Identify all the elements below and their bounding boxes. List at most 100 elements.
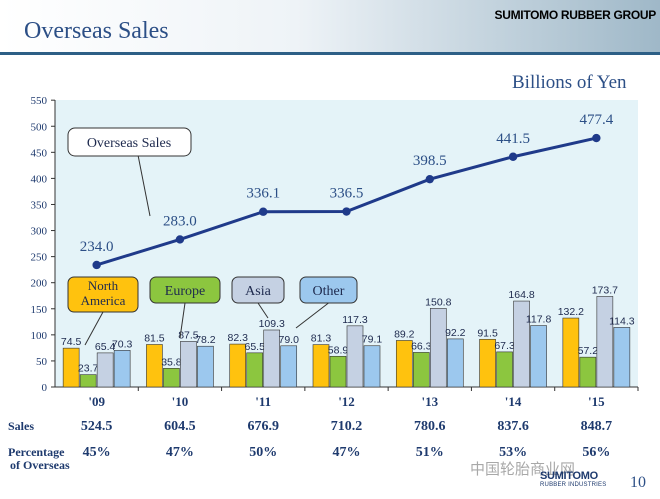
overseas-sales-point xyxy=(425,174,434,184)
other-value-label: 79.1 xyxy=(362,334,383,346)
legend-other-label: Other xyxy=(313,284,345,299)
header-divider xyxy=(0,52,660,55)
north-america-value-label: 132.2 xyxy=(558,306,584,318)
north-america-value-label: 91.5 xyxy=(477,327,498,339)
page-number: 10 xyxy=(630,474,646,491)
x-tick-label: '10 xyxy=(172,394,189,409)
legend-asia-pointer xyxy=(257,302,269,319)
y-tick-label: 50 xyxy=(36,356,48,368)
x-tick-label: '14 xyxy=(505,394,522,409)
y-tick-label: 400 xyxy=(31,173,48,185)
y-tick-label: 0 xyxy=(42,382,48,394)
sales-value: 710.2 xyxy=(330,419,363,434)
europe-bar xyxy=(79,374,97,388)
asia-bar xyxy=(513,300,530,388)
overseas-sales-value-label: 441.5 xyxy=(496,131,530,147)
percentage-row-label-line2: of Overseas xyxy=(10,458,70,472)
y-tick-label: 250 xyxy=(31,252,48,264)
percentage-value: 56% xyxy=(582,445,611,460)
sales-value: 604.5 xyxy=(164,419,196,434)
percentage-value: 53% xyxy=(499,445,528,460)
asia-value-label: 150.8 xyxy=(425,296,451,308)
europe-value-label: 35.8 xyxy=(161,356,182,368)
other-bar xyxy=(446,338,464,388)
europe-value-label: 66.3 xyxy=(411,340,432,352)
sales-value: 837.6 xyxy=(497,419,529,434)
europe-bar xyxy=(329,355,347,388)
other-bar xyxy=(113,350,131,388)
legend-north-america-label: North xyxy=(88,278,119,293)
asia-bar xyxy=(346,325,364,388)
asia-value-label: 109.3 xyxy=(259,318,285,330)
logo-line1: SUMITOMO xyxy=(540,470,598,482)
y-tick-label: 500 xyxy=(31,121,48,133)
legend-north-america-pointer xyxy=(84,311,104,346)
other-bar xyxy=(613,327,631,388)
europe-value-label: 65.5 xyxy=(244,341,265,353)
north-america-value-label: 82.3 xyxy=(227,332,248,344)
legend-asia-box xyxy=(231,276,285,304)
x-tick-label: '13 xyxy=(421,394,438,409)
percentage-row-label-line1: Percentage xyxy=(8,445,65,459)
percentage-value: 47% xyxy=(332,445,361,460)
unit-label: Billions of Yen xyxy=(512,72,627,93)
sumitomo-logo: SUMITOMO RUBBER INDUSTRIES xyxy=(540,470,606,488)
north-america-bar xyxy=(229,343,247,388)
y-tick-label: 450 xyxy=(31,147,48,159)
overseas-sales-point xyxy=(92,260,101,270)
y-tick-label: 300 xyxy=(31,226,48,238)
asia-bar xyxy=(263,329,281,388)
header-band xyxy=(0,0,660,52)
overseas-sales-value-label: 283.0 xyxy=(163,213,197,229)
sales-value: 676.9 xyxy=(247,419,279,434)
line-callout-label: Overseas Sales xyxy=(87,136,171,151)
europe-bar xyxy=(163,368,180,388)
north-america-value-label: 81.3 xyxy=(311,333,332,345)
north-america-bar xyxy=(146,344,163,388)
asia-value-label: 173.7 xyxy=(592,284,618,296)
north-america-bar xyxy=(62,347,80,388)
other-bar xyxy=(363,345,381,388)
asia-bar xyxy=(429,308,447,388)
europe-bar xyxy=(412,352,430,388)
asia-value-label: 164.8 xyxy=(508,289,534,301)
sales-value: 848.7 xyxy=(580,419,613,434)
legend-other-pointer xyxy=(295,302,329,329)
europe-value-label: 57.2 xyxy=(578,345,599,357)
asia-bar xyxy=(96,352,114,388)
legend-north-america-box xyxy=(67,276,139,313)
overseas-sales-point xyxy=(508,152,518,161)
logo-line2: RUBBER INDUSTRIES xyxy=(540,482,607,488)
y-tick-label: 150 xyxy=(31,304,48,316)
europe-bar xyxy=(579,356,597,388)
y-tick-label: 100 xyxy=(31,330,48,342)
other-bar xyxy=(280,345,298,388)
x-tick-label: '15 xyxy=(588,394,605,409)
other-bar xyxy=(530,325,547,388)
slide-title: Overseas Sales xyxy=(24,18,169,44)
overseas-sales-value-label: 336.5 xyxy=(330,186,364,202)
north-america-bar xyxy=(312,344,330,388)
overseas-sales-point xyxy=(342,207,351,216)
europe-value-label: 23.7 xyxy=(78,363,99,375)
legend-europe-box xyxy=(149,276,221,304)
north-america-bar xyxy=(479,338,496,388)
asia-value-label: 65.4 xyxy=(95,341,116,353)
legend-north-america-label: America xyxy=(81,293,126,308)
overseas-sales-point xyxy=(259,207,268,216)
europe-value-label: 58.9 xyxy=(328,344,349,356)
sales-value: 524.5 xyxy=(80,419,113,434)
asia-bar xyxy=(596,296,614,388)
percentage-value: 50% xyxy=(249,445,278,460)
overseas-sales-value-label: 336.1 xyxy=(246,186,280,202)
north-america-value-label: 89.2 xyxy=(394,328,415,340)
watermark: 中国轮胎商业网 xyxy=(470,460,576,478)
line-callout-pointer xyxy=(137,154,151,217)
y-tick-label: 200 xyxy=(31,278,48,290)
legend-europe-pointer xyxy=(179,302,186,339)
percentage-value: 45% xyxy=(82,445,111,460)
overseas-sales-value-label: 234.0 xyxy=(80,239,114,255)
legend-other-box xyxy=(299,276,358,304)
north-america-value-label: 74.5 xyxy=(61,336,82,348)
